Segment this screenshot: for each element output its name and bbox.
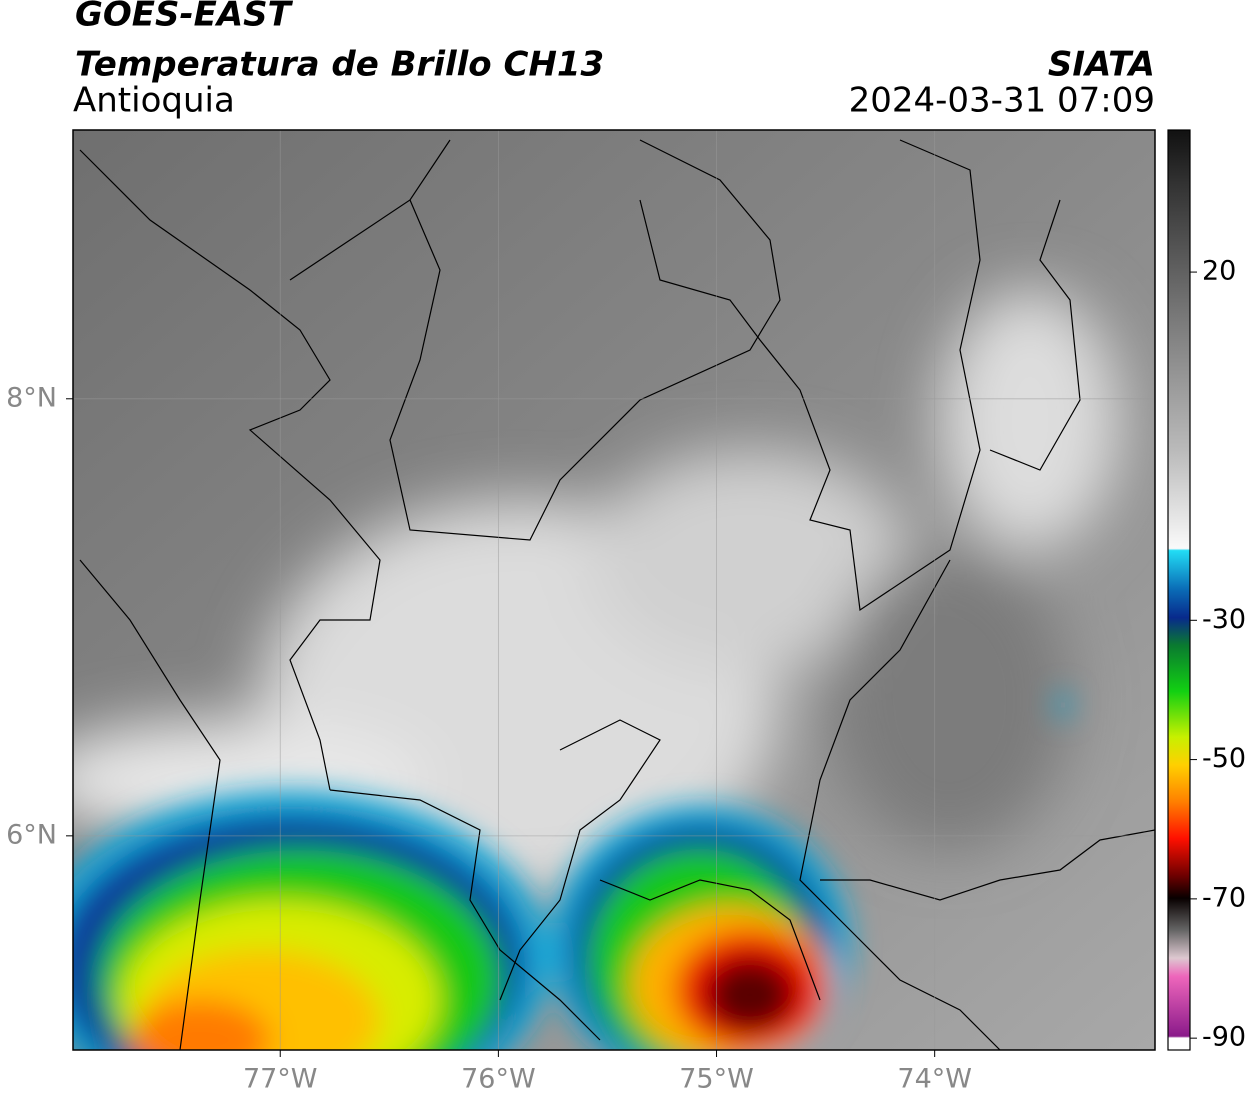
colorbar-tick-label: 20: [1202, 256, 1236, 287]
grid: [73, 130, 1155, 1050]
colorbar: [1167, 129, 1191, 1051]
subtitle: Temperatura de Brillo CH13: [75, 45, 604, 85]
x-tick-label: 76°W: [461, 1064, 536, 1095]
y-tick-label: 6°N: [6, 819, 57, 850]
title: GOES-EAST: [75, 0, 294, 35]
source: SIATA: [1048, 45, 1155, 85]
colorbar-tick-label: -30: [1202, 604, 1246, 635]
x-tick-label: 77°W: [243, 1064, 318, 1095]
colorbar-tick-label: -50: [1202, 743, 1246, 774]
colorbar-tick-label: -70: [1202, 882, 1246, 913]
map-frame: [72, 129, 1156, 1051]
timestamp: 2024-03-31 07:09: [849, 81, 1155, 121]
x-tick-label: 74°W: [897, 1064, 972, 1095]
x-tick-label: 75°W: [679, 1064, 754, 1095]
colorbar-tick-label: -90: [1202, 1022, 1246, 1053]
y-tick-label: 8°N: [6, 382, 57, 413]
imagery: [73, 130, 1155, 1050]
region: Antioquia: [73, 81, 235, 121]
